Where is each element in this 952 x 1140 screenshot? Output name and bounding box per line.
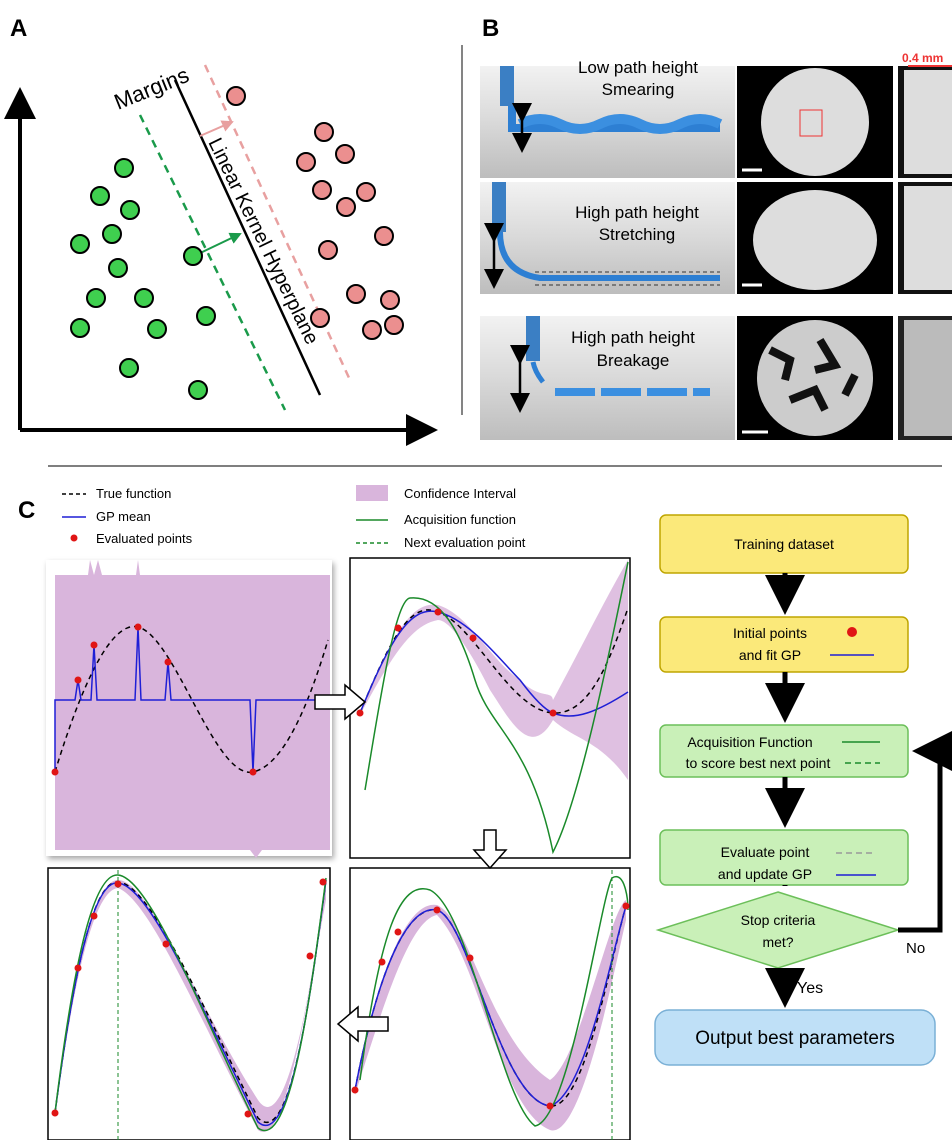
gp-plot — [350, 558, 630, 858]
green-points — [71, 159, 215, 399]
legend-text: Evaluated points — [96, 531, 193, 546]
flow-text: and update GP — [718, 866, 812, 882]
print-row — [480, 66, 952, 178]
gp-plot — [48, 868, 330, 1140]
panel-label: A — [10, 15, 27, 42]
flow-text: No — [906, 940, 925, 957]
panel-label: C — [18, 497, 35, 524]
row-title: High path height — [571, 328, 695, 347]
hyperplane-line — [175, 80, 320, 395]
flow-text: Output best parameters — [695, 1028, 895, 1049]
flow-text: Yes — [797, 980, 823, 997]
legend-text: Next evaluation point — [404, 535, 526, 550]
row-title: Breakage — [597, 351, 670, 370]
margin-line — [205, 65, 350, 380]
flow-text: Training dataset — [734, 536, 834, 552]
flow-text: Evaluate point — [721, 844, 810, 860]
row-title: Low path height — [578, 58, 698, 77]
scale-label: 0.4 mm — [902, 51, 943, 65]
flow-text: to score best next point — [686, 755, 831, 771]
gp-plot — [46, 560, 332, 858]
print-row — [480, 316, 952, 440]
flow-text: Stop criteria — [741, 912, 816, 928]
margins-label: Margins — [111, 62, 193, 114]
flow-text: Initial points — [733, 625, 807, 641]
flow-text: met? — [762, 934, 793, 950]
row-title: High path height — [575, 203, 699, 222]
margin-arrow — [200, 122, 232, 136]
legend-text: True function — [96, 486, 171, 501]
flow-text: Acquisition Function — [687, 734, 812, 750]
row-title: Stretching — [599, 225, 676, 244]
legend-text: Acquisition function — [404, 512, 516, 527]
gp-plot — [350, 868, 630, 1140]
legend-text: Confidence Interval — [404, 486, 516, 501]
row-title: Smearing — [602, 80, 675, 99]
panel-label: B — [482, 15, 499, 42]
legend-text: GP mean — [96, 509, 151, 524]
flow-text: and fit GP — [739, 647, 801, 663]
figure: A Margins Linear Kernel Hyperplane B 0.4… — [0, 0, 952, 1140]
print-row — [480, 182, 952, 294]
